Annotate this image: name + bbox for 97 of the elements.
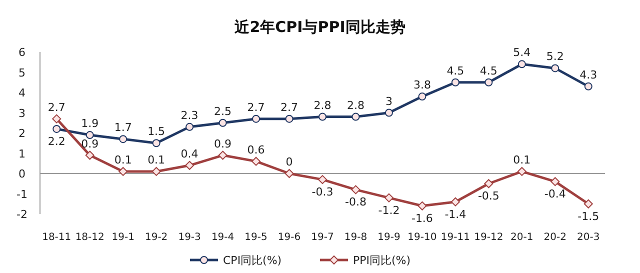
data-label: 0.4 [180,147,198,160]
x-tick-label: 19-4 [211,232,234,243]
y-tick-label: -2 [16,208,28,221]
point [318,112,326,121]
point [218,150,228,160]
x-tick-label: 18-11 [42,232,72,243]
data-label: 2.7 [247,100,265,114]
data-label: -0.4 [544,188,566,201]
data-label: 2.7 [48,100,66,114]
x-tick-label: 20-2 [544,232,566,243]
point [484,78,493,86]
point [85,150,94,160]
point [418,92,426,101]
point [318,175,327,184]
point [185,160,194,170]
x-tick-label: 19-2 [144,232,168,243]
data-label: 0.9 [214,137,232,150]
point [285,114,294,123]
y-tick-label: 5 [18,66,26,80]
point [152,139,160,148]
point [384,193,394,202]
data-label: 4.5 [480,64,498,78]
point [450,197,460,206]
data-label: 3 [385,94,392,108]
legend-label: CPI同比(%) [223,254,282,267]
point [351,185,360,194]
x-tick-label: 18-12 [75,232,104,243]
point [118,166,128,176]
point [584,199,593,208]
x-tick-label: 19-7 [311,232,334,243]
y-tick-label: -1 [16,188,28,201]
data-label: 2.7 [280,100,298,114]
data-label: -0.5 [478,190,500,203]
data-label: 0.9 [81,137,99,150]
point [384,108,393,117]
legend-label: PPI同比(%) [353,254,411,267]
point [484,179,494,188]
point [584,82,592,90]
point [451,78,460,86]
data-label: 4.5 [446,64,464,78]
data-label: 1.9 [81,117,99,130]
chart-title: 近2年CPI与PPI同比走势 [234,18,406,36]
y-tick-label: 6 [18,46,26,59]
y-tick-label: 0 [18,168,26,180]
point [218,118,227,127]
data-label: 0.6 [247,143,265,156]
y-tick-label: 2 [18,127,26,140]
x-tick-label: 19-5 [244,232,268,243]
data-label: -1.6 [411,212,433,225]
x-tick-label: 19-12 [474,232,504,243]
data-label: -1.4 [444,208,466,221]
point [52,114,62,124]
point [550,177,560,186]
point [551,64,560,72]
point [352,112,360,121]
data-label: -0.3 [312,186,334,199]
x-tick-label: 20-3 [577,232,600,243]
data-label: 0.1 [114,153,132,166]
point [517,166,526,176]
data-label: 0.1 [148,153,166,166]
point [86,131,94,140]
data-label: -1.5 [578,210,600,223]
data-label: 2.8 [314,98,332,112]
point [52,124,61,133]
x-tick-label: 19-8 [344,232,368,243]
x-tick-label: 20-1 [510,232,534,243]
point [518,60,526,68]
x-tick-label: 19-9 [378,232,400,243]
y-tick-label: 1 [18,147,26,160]
data-label: 2.2 [48,134,66,148]
data-label: 5.4 [513,46,531,60]
point [284,169,294,178]
data-label: -1.2 [378,204,400,217]
y-tick-label: 4 [18,86,26,100]
data-label: 0 [286,156,293,168]
data-label: 3.8 [413,78,431,92]
x-tick-label: 19-6 [278,232,301,243]
data-label: 2.5 [214,104,232,118]
point [186,122,194,131]
data-label: 2.3 [180,108,198,122]
data-label: 5.2 [546,50,564,64]
x-tick-label: 19-1 [112,232,134,243]
point [252,156,261,166]
data-label: 2.8 [346,98,364,112]
point [252,114,260,123]
point [418,201,427,210]
point [119,135,128,144]
y-tick-label: 3 [18,106,26,120]
x-tick-label: 19-3 [178,232,201,243]
data-label: 1.5 [148,125,166,138]
data-label: 4.3 [580,68,598,82]
x-tick-label: 19-11 [440,232,470,243]
data-label: 1.7 [114,121,132,134]
data-label: -0.8 [345,196,366,209]
data-label: 0.1 [513,153,531,166]
point [152,166,161,176]
x-tick-label: 19-10 [408,232,437,243]
